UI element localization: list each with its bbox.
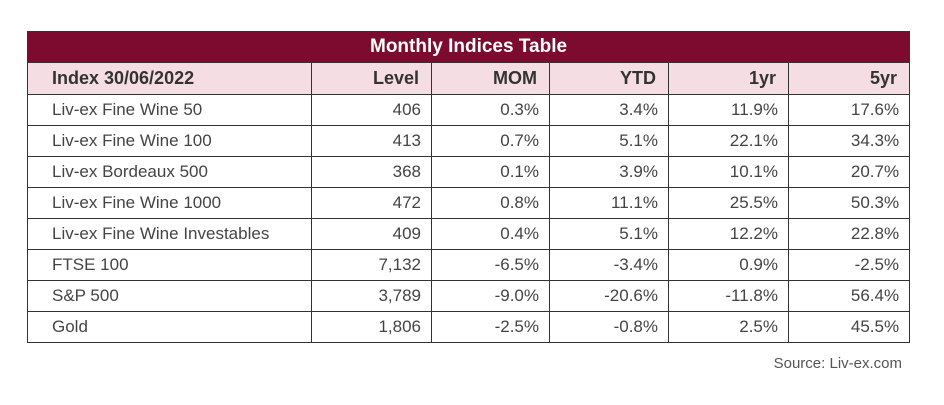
cell-ytd: 5.1% xyxy=(549,218,669,250)
cell-5yr: 56.4% xyxy=(787,280,911,312)
cell-1yr: 10.1% xyxy=(668,156,789,188)
cell-5yr: 34.3% xyxy=(787,125,911,157)
cell-level: 7,132 xyxy=(311,249,432,281)
table-row: S&P 500 3,789 -9.0% -20.6% -11.8% 56.4% xyxy=(27,280,911,312)
cell-ytd: 11.1% xyxy=(549,187,669,219)
cell-ytd: 3.9% xyxy=(549,156,669,188)
table-row: FTSE 100 7,132 -6.5% -3.4% 0.9% -2.5% xyxy=(27,249,911,281)
cell-mom: 0.3% xyxy=(431,94,550,126)
table-body: Liv-ex Fine Wine 50 406 0.3% 3.4% 11.9% 17.6%… xyxy=(27,94,911,343)
table-title: Monthly Indices Table xyxy=(26,31,911,63)
cell-1yr: -11.8% xyxy=(668,280,789,312)
cell-ytd: -0.8% xyxy=(549,311,669,343)
cell-ytd: 5.1% xyxy=(549,125,669,157)
cell-1yr: 0.9% xyxy=(668,249,789,281)
cell-ytd: 3.4% xyxy=(549,94,669,126)
cell-1yr: 2.5% xyxy=(668,311,789,343)
cell-1yr: 11.9% xyxy=(668,94,789,126)
cell-mom: 0.1% xyxy=(431,156,550,188)
cell-level: 3,789 xyxy=(311,280,432,312)
cell-ytd: -20.6% xyxy=(549,280,669,312)
table-row: Liv-ex Bordeaux 500 368 0.1% 3.9% 10.1% 20.7% xyxy=(27,156,911,188)
cell-5yr: 22.8% xyxy=(787,218,911,250)
cell-mom: -6.5% xyxy=(431,249,550,281)
cell-index-name: FTSE 100 xyxy=(27,249,312,281)
cell-index-name: Liv-ex Bordeaux 500 xyxy=(27,156,312,188)
cell-1yr: 25.5% xyxy=(668,187,789,219)
cell-mom: 0.8% xyxy=(431,187,550,219)
cell-mom: 0.7% xyxy=(431,125,550,157)
cell-index-name: Gold xyxy=(27,311,312,343)
cell-5yr: -2.5% xyxy=(787,249,911,281)
cell-mom: 0.4% xyxy=(431,218,550,250)
cell-5yr: 45.5% xyxy=(787,311,911,343)
cell-level: 472 xyxy=(311,187,432,219)
cell-index-name: Liv-ex Fine Wine 100 xyxy=(27,125,312,157)
column-header-1yr: 1yr xyxy=(668,62,789,95)
cell-mom: -9.0% xyxy=(431,280,550,312)
cell-ytd: -3.4% xyxy=(549,249,669,281)
cell-index-name: S&P 500 xyxy=(27,280,312,312)
cell-mom: -2.5% xyxy=(431,311,550,343)
cell-1yr: 12.2% xyxy=(668,218,789,250)
table-row: Gold 1,806 -2.5% -0.8% 2.5% 45.5% xyxy=(27,311,911,343)
table-row: Liv-ex Fine Wine 50 406 0.3% 3.4% 11.9% 17.6% xyxy=(27,94,911,126)
indices-table-container: Monthly Indices Table Index 30/06/2022 L… xyxy=(26,31,911,343)
cell-5yr: 50.3% xyxy=(787,187,911,219)
cell-level: 413 xyxy=(311,125,432,157)
table-row: Liv-ex Fine Wine 100 413 0.7% 5.1% 22.1% 34.3… xyxy=(27,125,911,157)
cell-index-name: Liv-ex Fine Wine 1000 xyxy=(27,187,312,219)
source-note: Source: Liv-ex.com xyxy=(773,355,902,372)
cell-5yr: 17.6% xyxy=(787,94,911,126)
cell-level: 409 xyxy=(311,218,432,250)
cell-level: 368 xyxy=(311,156,432,188)
cell-level: 1,806 xyxy=(311,311,432,343)
column-header-ytd: YTD xyxy=(549,62,669,95)
table-row: Liv-ex Fine Wine Investables 409 0.4% 5.1% 1… xyxy=(27,218,911,250)
cell-index-name: Liv-ex Fine Wine 50 xyxy=(27,94,312,126)
cell-1yr: 22.1% xyxy=(668,125,789,157)
column-header-mom: MOM xyxy=(431,62,550,95)
cell-5yr: 20.7% xyxy=(787,156,911,188)
cell-index-name: Liv-ex Fine Wine Investables xyxy=(27,218,312,250)
column-header-5yr: 5yr xyxy=(787,62,911,95)
cell-level: 406 xyxy=(311,94,432,126)
column-header-level: Level xyxy=(311,62,432,95)
table-row: Liv-ex Fine Wine 1000 472 0.8% 11.1% 25.5% 50… xyxy=(27,187,911,219)
header-row: Index 30/06/2022 Level MOM YTD 1yr 5yr xyxy=(27,62,911,95)
column-header-index: Index 30/06/2022 xyxy=(27,62,312,95)
monthly-indices-table: Monthly Indices Table Index 30/06/2022 L… xyxy=(26,31,911,343)
